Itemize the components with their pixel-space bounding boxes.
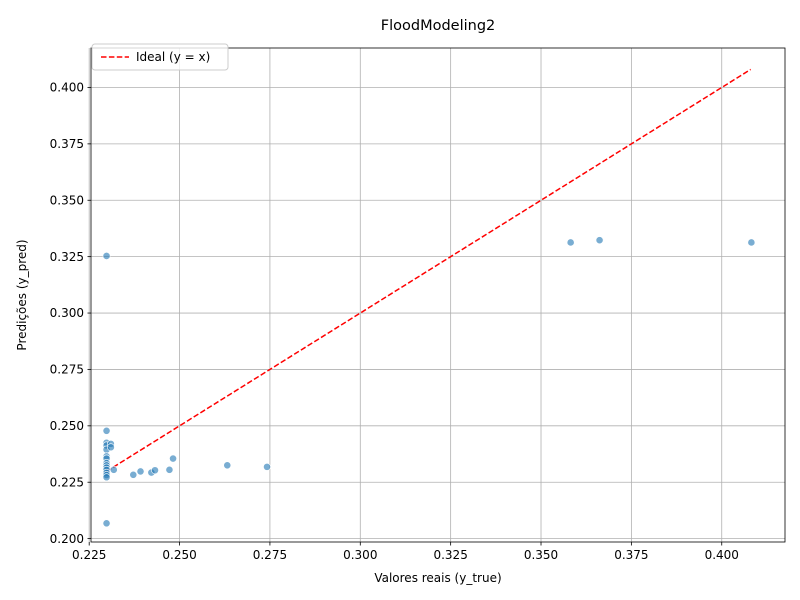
data-point: [136, 467, 145, 476]
data-point: [102, 426, 111, 435]
ideal-line: [106, 68, 752, 473]
data-point: [129, 470, 138, 479]
x-tick-label: 0.375: [614, 548, 648, 562]
data-point: [747, 238, 756, 247]
y-axis-label: Predições (y_pred): [15, 239, 29, 350]
data-points: [102, 236, 756, 528]
y-tick-label: 0.300: [50, 306, 84, 320]
x-tick-label: 0.275: [253, 548, 287, 562]
y-tick-label: 0.225: [50, 475, 84, 489]
data-point: [102, 252, 111, 260]
data-point: [223, 461, 232, 470]
y-tick-label: 0.325: [50, 250, 84, 264]
plot-frame: [90, 47, 786, 543]
x-tick-label: 0.250: [162, 548, 196, 562]
ideal-line-layer: [106, 68, 752, 473]
data-point: [566, 238, 575, 247]
data-point: [102, 473, 111, 482]
data-point: [106, 443, 115, 452]
legend-label: Ideal (y = x): [136, 50, 210, 64]
data-point: [102, 519, 111, 528]
y-tick-label: 0.275: [50, 363, 84, 377]
y-axis-ticks: 0.200 0.225 0.250 0.275 0.300 0.325 0.350 0.375…: [50, 81, 91, 546]
data-point: [165, 465, 174, 474]
data-point: [263, 462, 271, 471]
x-tick-label: 0.400: [705, 548, 739, 562]
x-tick-label: 0.350: [524, 548, 558, 562]
y-tick-label: 0.400: [50, 81, 84, 95]
data-point: [151, 466, 159, 475]
x-axis-ticks: 0.225 0.250 0.275 0.300 0.325 0.350 0.375 0.400: [72, 542, 739, 562]
y-tick-label: 0.250: [50, 419, 84, 433]
y-tick-label: 0.375: [50, 137, 84, 151]
chart-title: FloodModeling2: [381, 18, 496, 34]
x-axis-label: Valores reais (y_true): [374, 571, 501, 585]
y-tick-label: 0.350: [50, 193, 84, 207]
data-point: [595, 236, 604, 245]
legend-box: [91, 43, 229, 71]
data-point: [109, 465, 118, 474]
x-tick-label: 0.325: [433, 548, 467, 562]
x-tick-label: 0.225: [72, 548, 106, 562]
legend: Ideal (y = x): [91, 43, 229, 71]
data-point: [169, 454, 177, 463]
y-tick-label: 0.200: [50, 532, 84, 546]
grid: [88, 48, 785, 542]
x-tick-label: 0.300: [343, 548, 377, 562]
